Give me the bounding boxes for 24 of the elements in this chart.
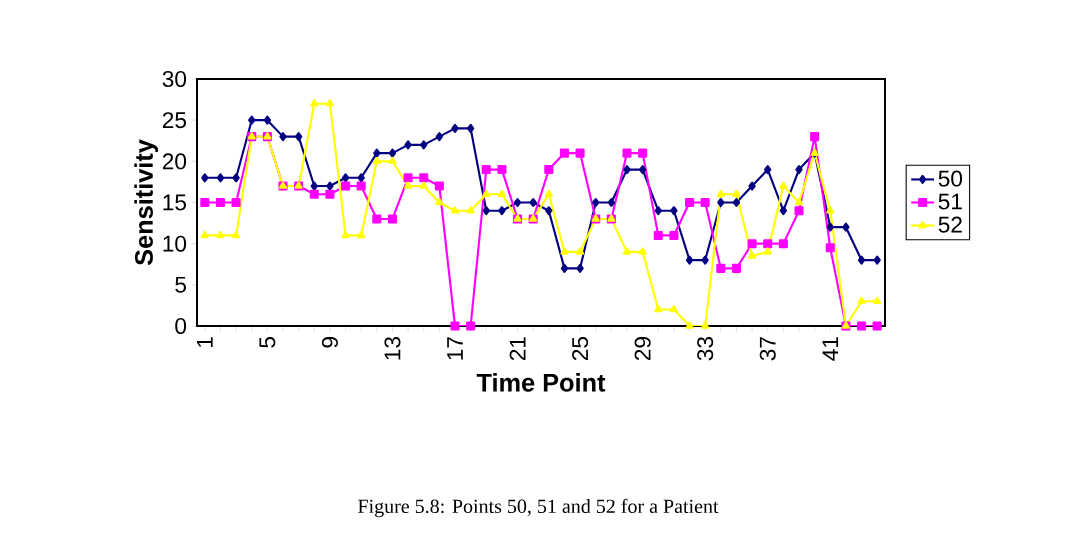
x-axis-title: Time Point [476,373,606,392]
caption: Figure 5.8: Points 50, 51 and 52 for a Patient [358,498,719,518]
y-tick-label: 20 [162,153,187,170]
y-tick-label: 15 [163,194,186,211]
x-tick-label: 21 [509,337,526,361]
x-tick-label: 5 [259,336,276,348]
y-tick-label: 10 [163,235,187,252]
y-axis-title: Sensitivity [134,139,158,266]
x-tick-label: 9 [321,337,338,348]
x-tick-label: 17 [447,337,463,360]
x-tick-label: 13 [384,337,401,360]
y-tick-label: 5 [175,276,186,293]
x-tick-label: 37 [759,337,776,361]
y-tick-label: 30 [162,70,187,88]
legend-label: 51 [938,193,962,210]
x-tick-label: 25 [572,337,589,361]
y-tick-label: 25 [162,112,186,129]
x-tick-label: 29 [634,337,651,361]
legend-label: 50 [938,170,963,187]
x-tick-label: 1 [197,337,213,347]
y-tick-label: 0 [175,317,187,335]
x-tick-label: 41 [822,337,839,361]
x-tick-label: 33 [697,337,714,361]
legend-label: 52 [938,216,962,233]
